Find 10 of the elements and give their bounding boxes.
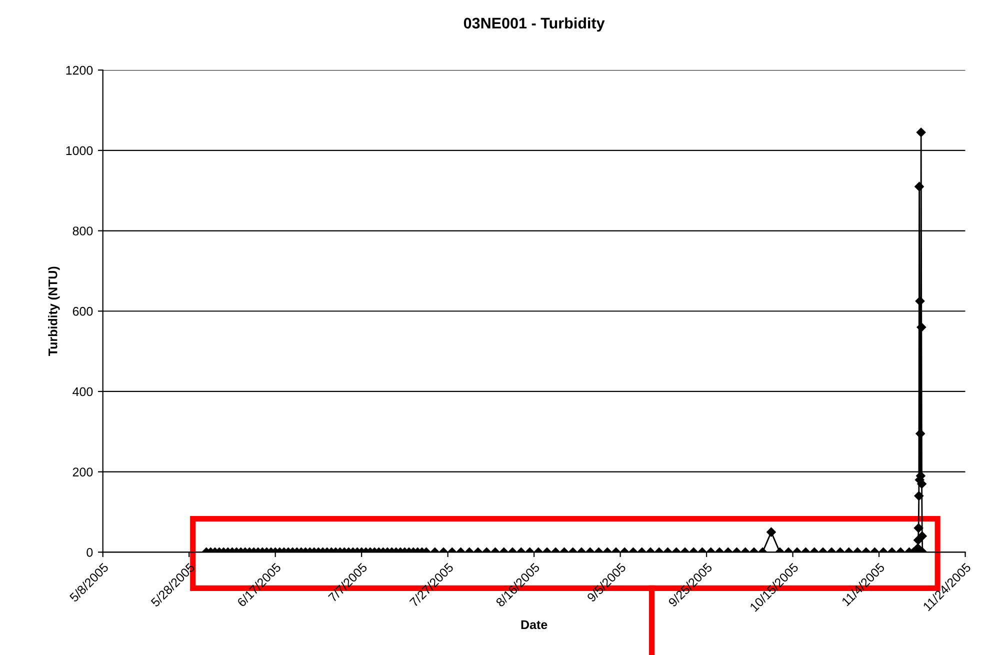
y-tick-label: 1000 xyxy=(66,146,93,156)
y-axis-title: Turbidity (NTU) xyxy=(48,266,60,356)
y-tick-label: 1200 xyxy=(66,66,93,75)
y-tick-label: 400 xyxy=(72,387,93,396)
y-tick-label: 0 xyxy=(86,548,93,557)
y-tick-label: 200 xyxy=(72,468,93,476)
chart-title: 03NE001 - Turbidity xyxy=(464,17,605,32)
y-tick-label: 800 xyxy=(72,226,93,236)
x-axis-title: Date xyxy=(521,620,548,630)
y-tick-label: 600 xyxy=(72,306,93,316)
